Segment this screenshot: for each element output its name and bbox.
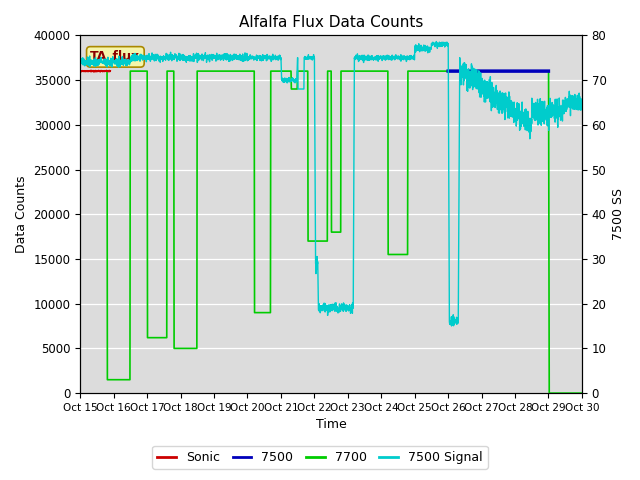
Title: Alfalfa Flux Data Counts: Alfalfa Flux Data Counts: [239, 15, 423, 30]
X-axis label: Time: Time: [316, 419, 346, 432]
Y-axis label: 7500 SS: 7500 SS: [612, 188, 625, 240]
Legend: Sonic, 7500, 7700, 7500 Signal: Sonic, 7500, 7700, 7500 Signal: [152, 446, 488, 469]
Text: TA_flux: TA_flux: [90, 50, 140, 63]
Y-axis label: Data Counts: Data Counts: [15, 176, 28, 253]
